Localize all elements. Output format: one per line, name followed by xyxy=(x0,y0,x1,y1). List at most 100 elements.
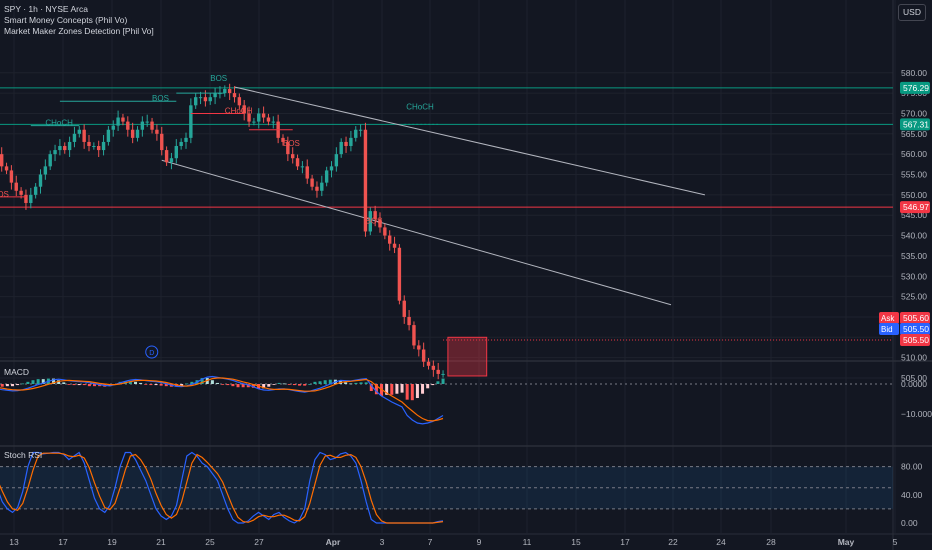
candle xyxy=(397,244,402,305)
candle-body xyxy=(116,117,120,126)
candle xyxy=(421,342,426,368)
symbol-title[interactable]: SPY · 1h · NYSE Arca xyxy=(4,4,88,14)
candle xyxy=(315,181,319,198)
candle xyxy=(208,93,212,105)
stoch-rsi-pane-title[interactable]: Stoch RSI xyxy=(4,450,43,460)
time-tick-label: 24 xyxy=(716,537,726,547)
price-tick-label: 525.00 xyxy=(901,292,927,302)
candle xyxy=(373,205,377,227)
time-tick-label: 17 xyxy=(58,537,68,547)
macd-histogram-bar xyxy=(185,383,189,385)
candle xyxy=(407,310,411,331)
macd-histogram-bar xyxy=(87,384,91,387)
candle-body xyxy=(397,247,402,301)
structure-label: BOS xyxy=(210,74,227,83)
macd-histogram-bar xyxy=(431,384,435,386)
macd-histogram-bar xyxy=(210,380,214,384)
candle-body xyxy=(160,133,164,151)
candle xyxy=(184,132,188,149)
candle-body xyxy=(150,121,154,130)
macd-histogram-bar xyxy=(364,382,368,384)
macd-histogram-bar xyxy=(41,379,45,384)
price-tag-prefix xyxy=(879,323,899,335)
macd-histogram-bar xyxy=(292,384,296,386)
candle xyxy=(310,174,314,191)
macd-histogram-bar xyxy=(241,384,245,388)
candle xyxy=(164,146,169,166)
candle xyxy=(358,124,363,137)
candle xyxy=(145,114,149,127)
candle xyxy=(198,91,203,105)
candle-body xyxy=(43,166,48,175)
time-tick-label: 9 xyxy=(477,537,482,547)
channel-upper-line xyxy=(234,86,706,196)
candle-body xyxy=(203,97,208,102)
structure-label: BOS xyxy=(365,216,382,225)
candle-body xyxy=(169,158,174,163)
candle xyxy=(121,113,125,126)
candle xyxy=(354,126,358,142)
candle-body xyxy=(315,186,319,191)
price-tag-label: 567.31 xyxy=(903,119,929,129)
time-tick-label: 5 xyxy=(893,537,898,547)
candle-body xyxy=(266,117,271,122)
price-tick-label: 555.00 xyxy=(901,170,927,180)
candle-body xyxy=(58,146,62,151)
candle xyxy=(436,362,440,380)
macd-histogram-bar xyxy=(236,384,240,388)
candles xyxy=(0,83,445,380)
dividend-badge-label: D xyxy=(149,350,154,357)
price-tag-label: 505.50 xyxy=(903,324,929,334)
candle-body xyxy=(339,141,343,155)
price-tick-label: 560.00 xyxy=(901,149,927,159)
macd-histogram-bar xyxy=(221,384,225,385)
price-tick-label: 570.00 xyxy=(901,108,927,118)
candle-body xyxy=(111,125,115,130)
macd-histogram-bar xyxy=(272,384,276,385)
candle xyxy=(189,98,193,144)
macd-histogram-bar xyxy=(344,382,348,384)
stoch-rsi-pane: 80.00 40.00 0.00 xyxy=(0,451,923,528)
candle-body xyxy=(334,154,339,167)
macd-histogram-bar xyxy=(149,384,153,386)
indicator-smc[interactable]: Smart Money Concepts (Phil Vo) xyxy=(4,15,128,25)
chart-legend: SPY · 1h · NYSE Arca Smart Money Concept… xyxy=(4,4,154,37)
macd-histogram-bar xyxy=(359,382,363,384)
macd-histogram-bar xyxy=(308,384,312,385)
indicator-mm-zones[interactable]: Market Maker Zones Detection [Phil Vo] xyxy=(4,26,154,36)
candle xyxy=(92,142,96,150)
currency-button[interactable]: USD xyxy=(898,4,926,21)
grid-lines xyxy=(0,0,896,533)
candle-body xyxy=(189,105,193,138)
candle xyxy=(48,150,52,171)
macd-histogram-bar xyxy=(328,379,332,384)
time-tick-label: 27 xyxy=(254,537,264,547)
candle xyxy=(53,144,57,162)
macd-histogram-bar xyxy=(57,380,61,384)
price-tag xyxy=(900,201,930,214)
price-tag-prefix-label: Bid xyxy=(881,325,893,334)
macd-histogram-bar xyxy=(134,381,138,384)
candle xyxy=(305,159,309,184)
candle-body xyxy=(92,146,96,148)
macd-histogram-bar xyxy=(267,384,271,387)
candle xyxy=(242,100,246,121)
macd-histogram-bar xyxy=(200,378,204,384)
candle-body xyxy=(358,129,363,131)
candle-body xyxy=(121,117,125,122)
candle-body xyxy=(436,369,440,374)
candle xyxy=(82,124,86,149)
candle-body xyxy=(300,166,305,168)
candle xyxy=(252,117,256,126)
candle xyxy=(261,106,266,123)
macd-histogram-bar xyxy=(400,384,404,393)
candle xyxy=(383,223,387,240)
price-tag-label: 505.60 xyxy=(903,313,929,323)
candle xyxy=(67,136,72,157)
candle xyxy=(150,117,154,134)
macd-pane-title[interactable]: MACD xyxy=(4,367,30,377)
candle xyxy=(339,138,343,158)
macd-histogram-bar xyxy=(323,380,327,384)
candle xyxy=(38,169,43,194)
